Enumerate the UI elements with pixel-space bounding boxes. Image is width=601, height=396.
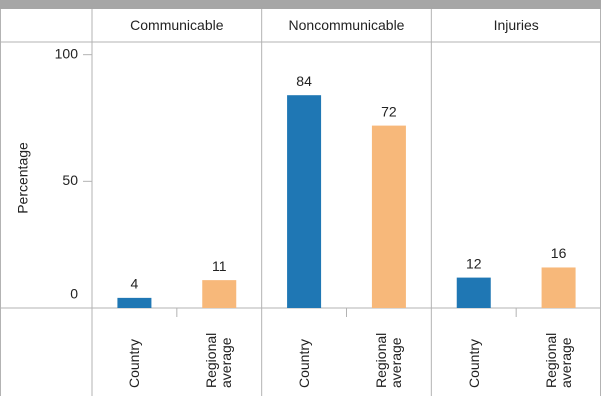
y-tick-label: 100 [55,45,79,61]
data-label: 11 [212,258,227,274]
facet-title: Noncommunicable [289,17,405,33]
bar [456,277,491,308]
top-bar [0,0,601,9]
x-tick-label: Country [465,338,482,388]
data-label: 4 [131,276,139,292]
y-axis-label: Percentage [15,142,31,214]
bar [541,267,576,308]
y-tick-label: 0 [70,286,78,302]
data-label: 12 [466,255,482,271]
facet-title: Injuries [494,17,539,33]
x-tick-label: Regional average [372,332,404,388]
data-label: 16 [551,245,567,261]
facet-title: Communicable [130,17,224,33]
bar [371,125,406,308]
data-label: 84 [296,73,312,89]
x-tick-label: Regional average [542,332,574,388]
bar [202,280,237,308]
x-tick-label: Country [125,338,142,388]
bar [117,297,152,308]
x-tick-label: Regional average [203,332,235,388]
y-tick-label: 50 [62,172,78,188]
data-label: 72 [381,103,397,119]
x-tick-label: Country [295,338,312,388]
bar [287,95,322,308]
